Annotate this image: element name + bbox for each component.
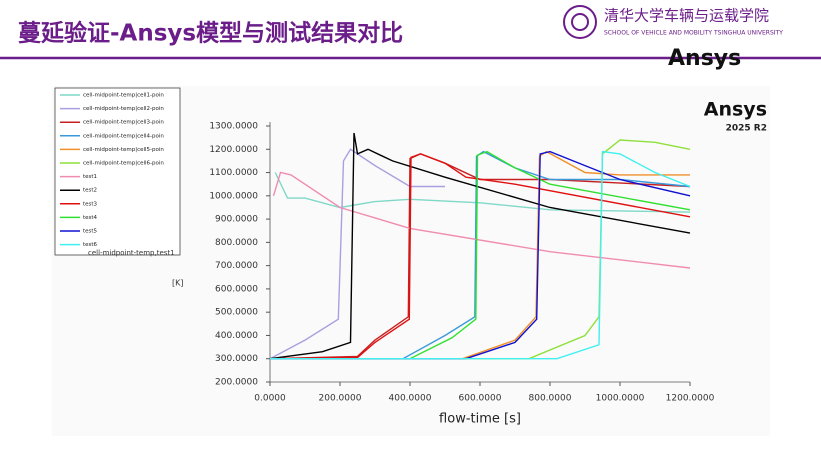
x-tick-label: 1000.0000 <box>596 394 645 404</box>
x-tick-label: 400.0000 <box>389 394 432 404</box>
y-tick-label: 200.0000 <box>215 378 258 388</box>
series-line <box>270 150 691 360</box>
x-tick-label: 1200.0000 <box>666 394 715 404</box>
series-line <box>272 171 691 269</box>
y-tick-label: 1100.0000 <box>209 168 258 178</box>
university-name: 清华大学车辆与运载学院 <box>604 7 769 25</box>
university-seal-inner <box>571 13 589 31</box>
series-line <box>269 148 445 360</box>
y-axis-label: [K] <box>172 279 184 288</box>
y-tick-label: 600.0000 <box>215 284 258 294</box>
y-tick-label: 1300.0000 <box>209 122 258 132</box>
y-tick-label: 900.0000 <box>215 215 258 225</box>
legend-title: cell-midpoint-temp,test1 <box>88 249 175 257</box>
legend-label: cell-midpoint-temp|cell5-poin <box>83 147 164 153</box>
legend-label: test2 <box>83 188 97 194</box>
legend-label: test6 <box>83 242 98 248</box>
legend-label: cell-midpoint-temp|cell4-poin <box>83 133 164 139</box>
y-tick-label: 1200.0000 <box>209 145 258 155</box>
y-tick-label: 700.0000 <box>215 261 258 271</box>
school-name: SCHOOL OF VEHICLE AND MOBILITY TSINGHUA … <box>604 30 783 37</box>
legend-label: cell-midpoint-temp|cell6-poin <box>83 161 164 167</box>
y-tick-label: 300.0000 <box>215 354 258 364</box>
legend-label: test5 <box>83 229 98 235</box>
y-tick-label: 400.0000 <box>215 331 258 341</box>
x-tick-label: 200.0000 <box>319 394 362 404</box>
x-tick-label: 0.0000 <box>254 394 286 404</box>
university-seal <box>563 5 597 39</box>
series-line <box>269 132 691 360</box>
chart-version: 2025 R2 <box>726 124 767 134</box>
series-line <box>269 153 691 360</box>
series-line <box>270 150 691 360</box>
x-tick-label: 800.0000 <box>529 394 572 404</box>
series-line <box>274 172 691 213</box>
x-axis-label: flow-time [s] <box>439 412 521 427</box>
y-tick-label: 800.0000 <box>215 238 258 248</box>
series-line <box>270 150 691 360</box>
y-tick-label: 500.0000 <box>215 308 258 318</box>
chart-brand: Ansys <box>704 99 767 121</box>
legend-label: cell-midpoint-temp|cell1-poin <box>83 93 164 99</box>
legend-label: test3 <box>83 201 98 207</box>
y-tick-label: 1000.0000 <box>209 191 258 201</box>
legend-label: test1 <box>83 174 97 180</box>
legend-label: test4 <box>83 215 98 221</box>
ansys-logo: Ansys <box>668 46 741 71</box>
legend-box <box>54 87 181 256</box>
x-tick-label: 600.0000 <box>459 394 502 404</box>
slide-title: 蔓延验证-Ansys模型与测试结果对比 <box>18 20 403 47</box>
legend-label: cell-midpoint-temp|cell2-poin <box>83 106 164 112</box>
legend-label: cell-midpoint-temp|cell3-poin <box>83 120 164 126</box>
